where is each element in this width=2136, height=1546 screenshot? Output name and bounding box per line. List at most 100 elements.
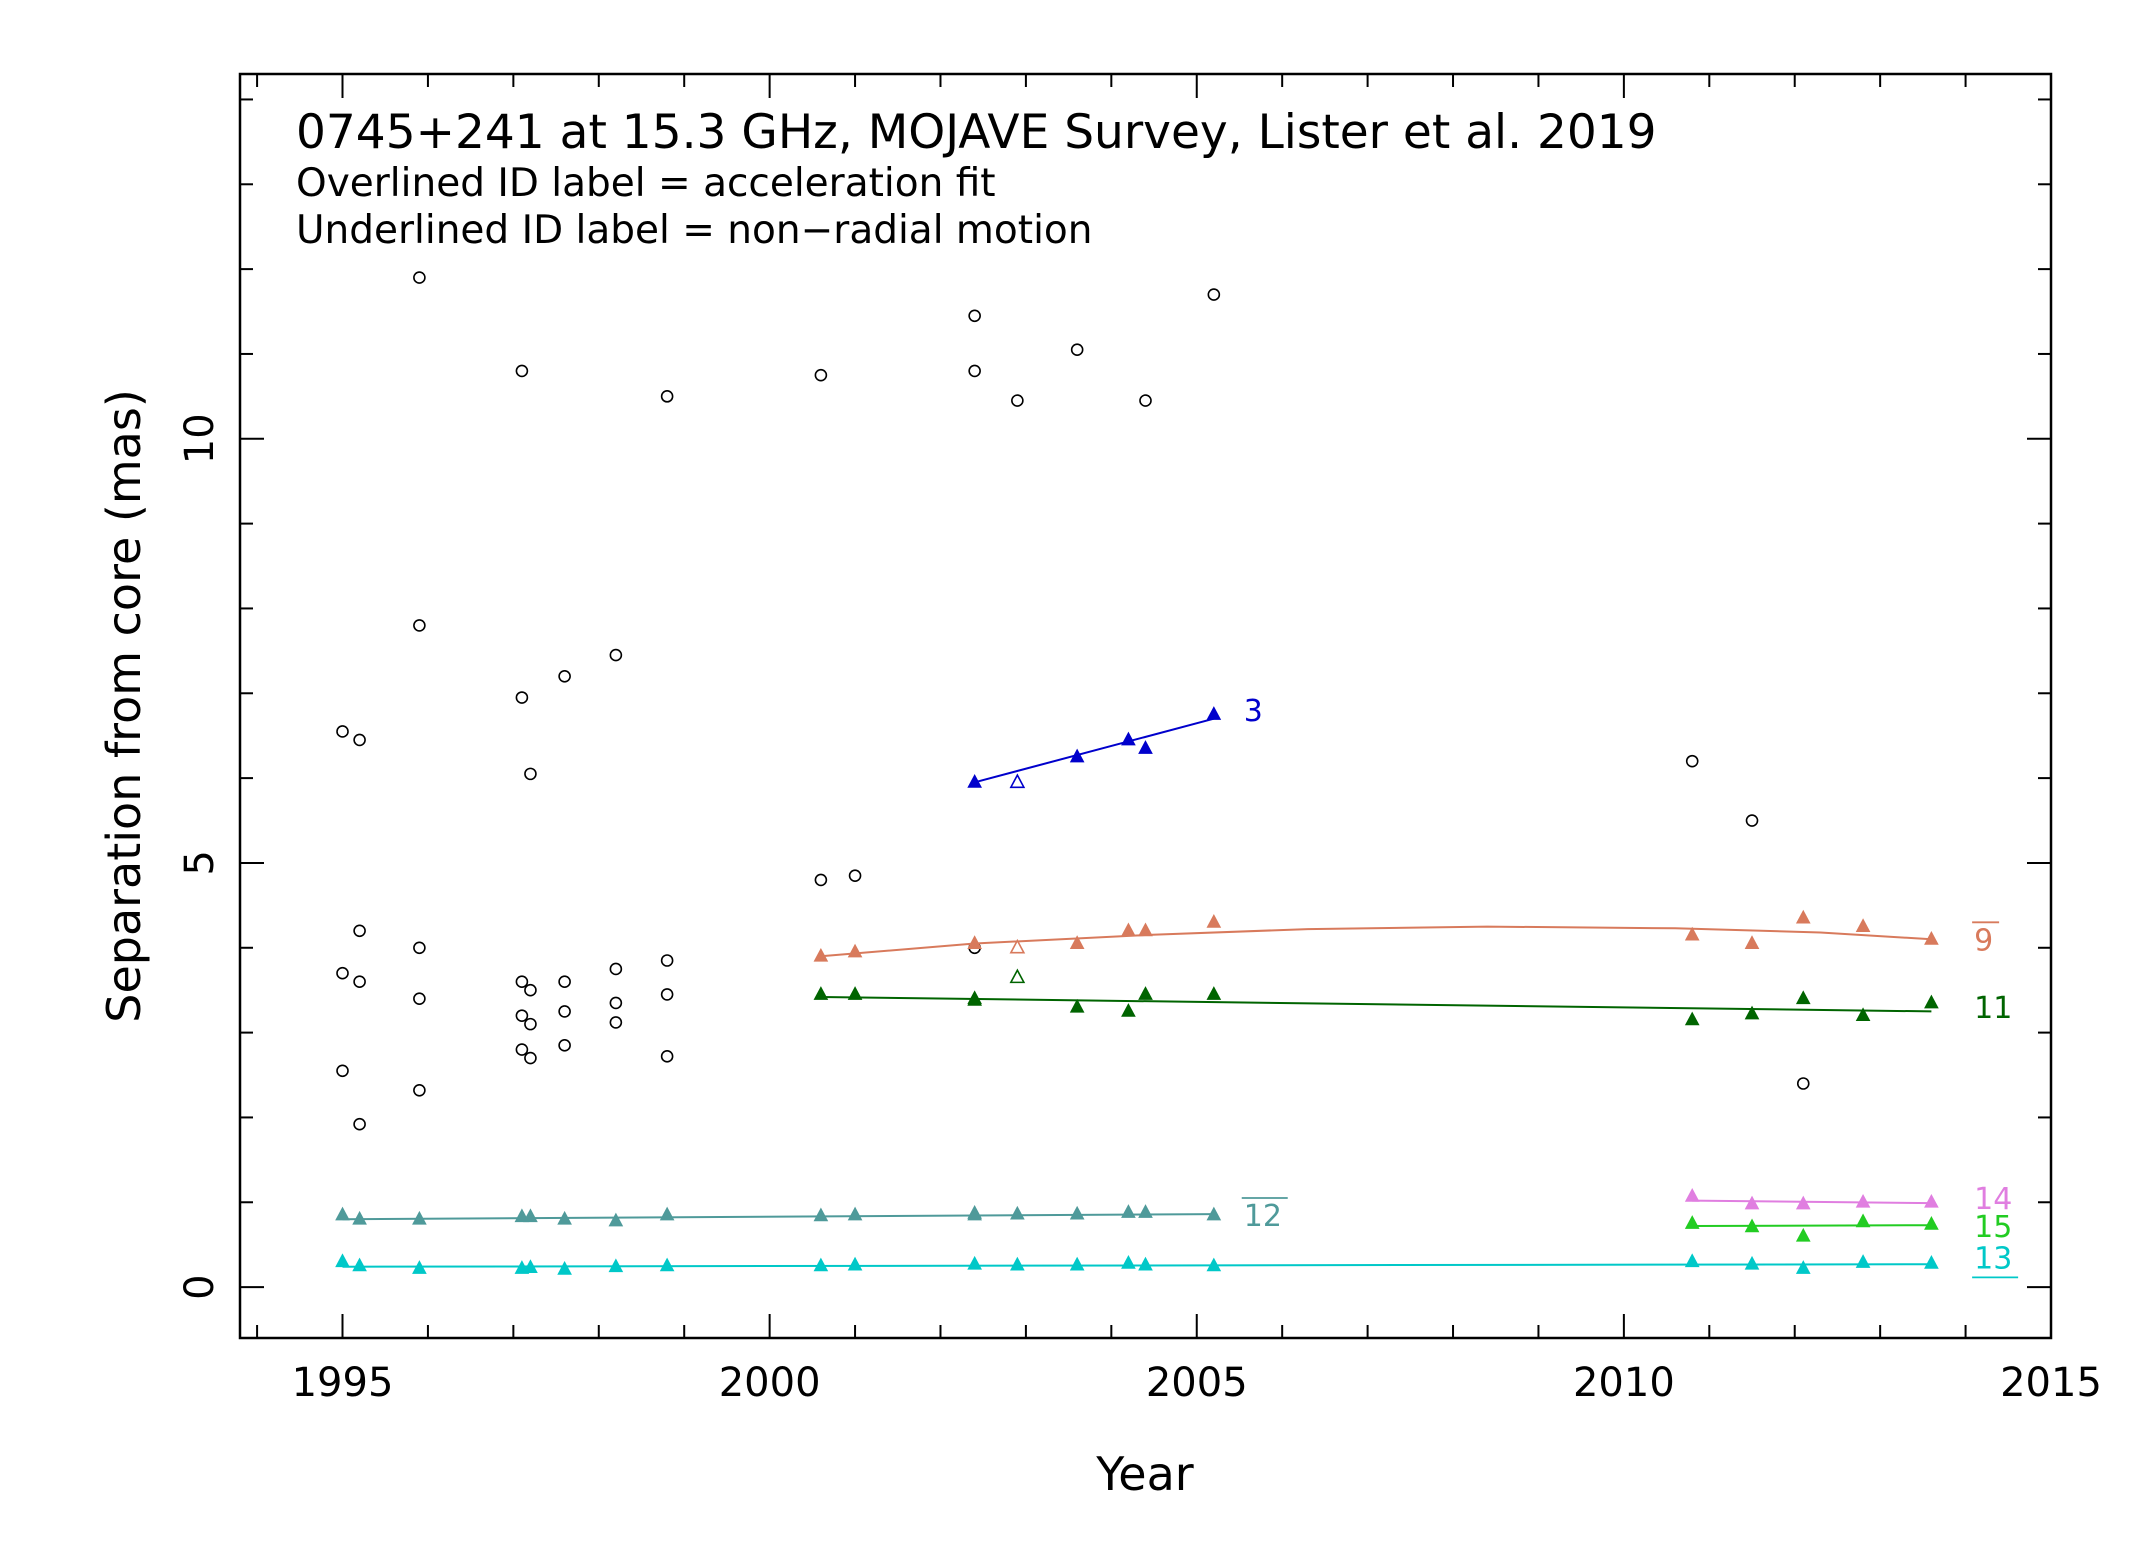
y-tick-label: 5 <box>177 850 223 875</box>
component-point <box>847 986 863 1000</box>
unassigned-point <box>660 390 674 403</box>
component-point <box>1138 740 1153 754</box>
component-point <box>608 1258 624 1273</box>
component-point <box>967 1206 982 1221</box>
component-point <box>1206 706 1222 720</box>
component-point <box>1069 935 1085 949</box>
component-point <box>1684 1188 1700 1202</box>
component-point <box>1069 1205 1085 1220</box>
component-point <box>1924 1255 1939 1269</box>
id-label-9: 9 <box>1974 923 1993 958</box>
unassigned-point <box>524 983 537 997</box>
unassigned-point <box>609 996 623 1010</box>
component-point <box>1121 1003 1136 1017</box>
component-point <box>1684 1253 1700 1268</box>
unassigned-point <box>558 670 571 683</box>
component-point <box>1121 731 1136 746</box>
y-tick-label: 0 <box>177 1274 223 1299</box>
component-3 <box>967 706 1222 789</box>
unassigned-point <box>413 1083 426 1097</box>
unassigned-point <box>609 648 623 662</box>
component-point <box>1684 1215 1700 1229</box>
fit-line-9 <box>820 925 1932 958</box>
component-point <box>1206 1257 1222 1272</box>
component-point <box>557 1260 572 1275</box>
component-11 <box>813 968 1939 1026</box>
component-point <box>1855 1213 1871 1228</box>
unassigned-point <box>515 1043 529 1056</box>
component-point <box>412 1260 427 1274</box>
unassigned-point <box>1139 394 1152 407</box>
unassigned-point <box>609 1016 623 1029</box>
component-point <box>659 1206 675 1221</box>
fit-line-14 <box>1692 1199 1932 1205</box>
subtitle-acceleration-note: Overlined ID label = acceleration fit <box>296 161 996 206</box>
x-tick-label: 2010 <box>1573 1360 1675 1406</box>
unassigned-point <box>660 954 674 967</box>
tick-labels: 1995 2000 2005 2010 2015 0 5 10 <box>177 413 2102 1406</box>
unassigned-point <box>413 619 426 632</box>
component-15 <box>1684 1213 1939 1242</box>
unassigned-point <box>515 975 529 989</box>
unassigned-point <box>1685 754 1699 768</box>
unassigned-point <box>558 1005 571 1018</box>
component-point <box>967 935 982 949</box>
component-point <box>1010 1205 1025 1220</box>
unassigned-point <box>336 966 349 980</box>
unassigned-point <box>609 962 623 976</box>
component-point <box>352 1210 367 1225</box>
component-point <box>967 1255 982 1270</box>
y-tick-label: 10 <box>177 413 223 464</box>
unassigned-point <box>660 988 674 1001</box>
component-point <box>412 1210 427 1225</box>
component-point-open <box>1009 773 1026 789</box>
component-point <box>1795 990 1811 1005</box>
component-point <box>1795 1260 1811 1274</box>
component-13 <box>335 1253 1939 1275</box>
unassigned-point <box>814 873 828 887</box>
fit-line-15 <box>1692 1224 1932 1227</box>
chart-title: 0745+241 at 15.3 GHz, MOJAVE Survey, Lis… <box>296 105 1657 160</box>
unassigned-point <box>524 1017 537 1031</box>
unassigned-point <box>968 364 981 378</box>
component-point <box>1138 1204 1153 1218</box>
unassigned-point <box>413 941 426 955</box>
component-point <box>1855 1254 1871 1268</box>
component-point <box>967 992 982 1006</box>
component-point <box>1795 1227 1811 1242</box>
component-point <box>1924 994 1939 1009</box>
component-point <box>1855 1007 1871 1022</box>
unassigned-point <box>1011 394 1024 407</box>
x-tick-label: 2000 <box>719 1360 821 1406</box>
unassigned-point <box>558 1039 571 1052</box>
unassigned-point <box>848 869 862 882</box>
component-point <box>1744 1255 1760 1270</box>
id-label-12: 12 <box>1244 1199 1282 1234</box>
component-point <box>967 774 982 788</box>
component-point <box>1684 1011 1700 1026</box>
component-point <box>1121 1255 1136 1269</box>
component-point-open <box>1009 938 1026 954</box>
component-point <box>1010 1256 1025 1271</box>
unassigned-point <box>515 691 529 704</box>
fit-line-12 <box>342 1213 1214 1221</box>
id-label-14: 14 <box>1974 1182 2012 1217</box>
x-tick-label: 2005 <box>1146 1360 1248 1406</box>
unassigned-point <box>660 1050 674 1063</box>
axis-ticks <box>240 74 2052 1338</box>
id-label-15: 15 <box>1974 1210 2012 1245</box>
component-point <box>1121 922 1136 937</box>
component-point <box>1206 986 1222 1000</box>
component-point <box>523 1259 538 1274</box>
fit-line-11 <box>820 996 1932 1013</box>
unassigned-point <box>1745 814 1759 827</box>
component-point <box>1684 926 1700 941</box>
unassigned-point <box>413 271 426 284</box>
unassigned-point <box>515 364 529 378</box>
component-14 <box>1684 1188 1939 1210</box>
component-point <box>1795 909 1811 924</box>
subtitle-nonradial-note: Underlined ID label = non−radial motion <box>296 208 1093 253</box>
fit-line-13 <box>342 1263 1932 1268</box>
